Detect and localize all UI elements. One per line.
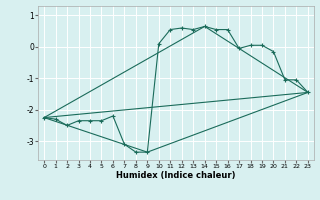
X-axis label: Humidex (Indice chaleur): Humidex (Indice chaleur) (116, 171, 236, 180)
